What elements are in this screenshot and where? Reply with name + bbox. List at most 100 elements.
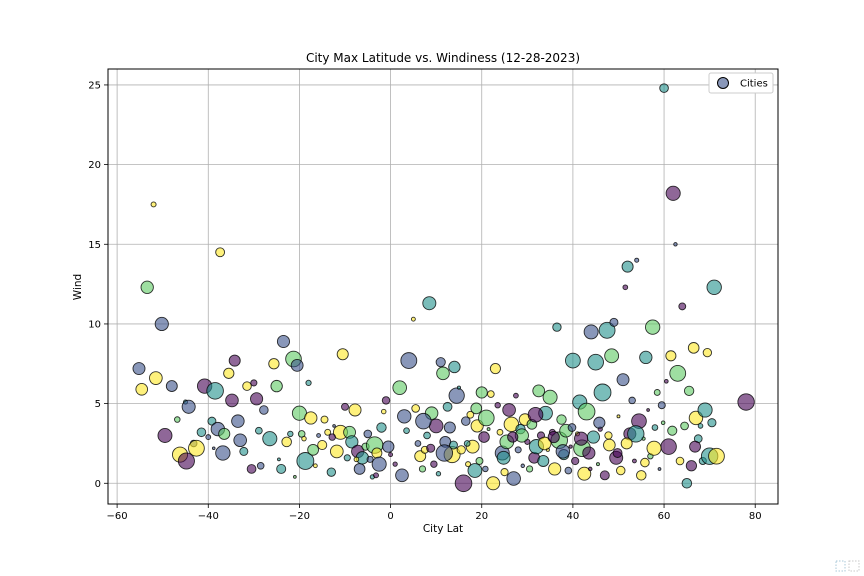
data-point <box>449 440 458 450</box>
data-point <box>697 402 713 418</box>
data-point <box>435 357 446 368</box>
data-point <box>332 424 336 428</box>
data-point <box>567 423 577 432</box>
data-point <box>681 478 693 489</box>
data-point <box>532 384 546 398</box>
data-point <box>577 402 596 421</box>
data-point <box>708 447 725 465</box>
data-point <box>371 447 383 459</box>
data-point <box>262 431 278 447</box>
data-point <box>542 389 558 405</box>
data-point <box>397 409 412 424</box>
data-point <box>675 456 685 466</box>
data-point <box>448 360 461 374</box>
data-point <box>435 471 442 477</box>
data-point <box>313 463 318 469</box>
data-point <box>414 450 427 463</box>
data-point <box>211 446 216 451</box>
data-point <box>593 416 606 429</box>
data-point <box>622 284 629 291</box>
data-point <box>436 366 450 381</box>
data-point <box>571 456 580 466</box>
y-axis-ticks: 0 5 10 15 20 25 <box>88 80 108 490</box>
data-point <box>496 450 511 465</box>
data-point <box>598 321 616 339</box>
data-point <box>435 444 454 462</box>
data-point <box>478 431 490 443</box>
chart-title: City Max Latitude vs. Windiness (12-28-2… <box>306 51 580 65</box>
data-point <box>281 436 292 448</box>
data-point <box>537 454 550 467</box>
data-point <box>687 342 700 354</box>
x-tick-label: −60 <box>107 511 128 522</box>
y-axis-label: Wind <box>72 274 84 300</box>
data-point <box>496 428 504 436</box>
data-point <box>555 444 571 459</box>
data-point <box>502 403 516 417</box>
data-point <box>467 463 483 478</box>
x-tick-label: 60 <box>658 511 671 522</box>
data-point <box>465 461 472 468</box>
data-point <box>609 317 619 327</box>
data-point <box>270 379 283 393</box>
data-point <box>577 466 592 481</box>
data-point <box>506 471 521 486</box>
data-point <box>604 348 620 364</box>
data-point <box>395 468 409 483</box>
data-point <box>697 423 704 429</box>
data-point <box>568 444 573 449</box>
data-point <box>494 402 501 409</box>
data-point <box>583 324 599 340</box>
data-point <box>418 465 427 473</box>
data-point <box>514 446 522 454</box>
data-point <box>646 440 662 456</box>
data-point <box>454 474 473 493</box>
data-point <box>165 380 178 393</box>
data-point <box>132 362 146 376</box>
data-point <box>665 185 681 201</box>
data-point <box>276 334 291 349</box>
data-point <box>526 465 534 473</box>
data-point <box>520 463 525 468</box>
data-point <box>430 460 438 468</box>
y-tick-label: 5 <box>95 399 101 410</box>
data-point <box>276 463 287 474</box>
data-point <box>353 456 360 463</box>
data-point <box>574 431 589 446</box>
data-point <box>556 414 567 425</box>
data-point <box>215 445 231 461</box>
data-point <box>353 463 366 475</box>
data-point <box>487 390 495 398</box>
data-point <box>290 358 304 372</box>
plot-frame <box>107 68 779 505</box>
data-point <box>343 454 351 462</box>
data-point <box>706 279 722 295</box>
data-point <box>242 381 252 391</box>
legend-label: Cities <box>740 79 768 90</box>
data-point <box>593 383 612 402</box>
data-point <box>475 457 484 465</box>
data-point <box>215 247 226 258</box>
data-point <box>181 399 196 414</box>
data-point <box>348 403 362 417</box>
data-point <box>565 352 581 369</box>
data-point <box>422 296 437 311</box>
legend-marker <box>717 77 729 89</box>
data-point <box>403 427 410 435</box>
data-point <box>463 440 471 447</box>
data-point <box>381 396 391 405</box>
data-point <box>586 430 600 444</box>
data-point <box>587 353 604 371</box>
data-point <box>507 431 519 443</box>
data-point <box>456 385 462 390</box>
data-point <box>621 260 634 273</box>
y-tick-label: 15 <box>88 240 101 251</box>
data-point <box>657 401 666 410</box>
data-point <box>461 416 471 426</box>
data-point <box>174 416 181 423</box>
data-point <box>673 242 678 247</box>
data-point <box>702 347 713 358</box>
data-point <box>366 455 374 463</box>
data-point <box>381 408 387 415</box>
